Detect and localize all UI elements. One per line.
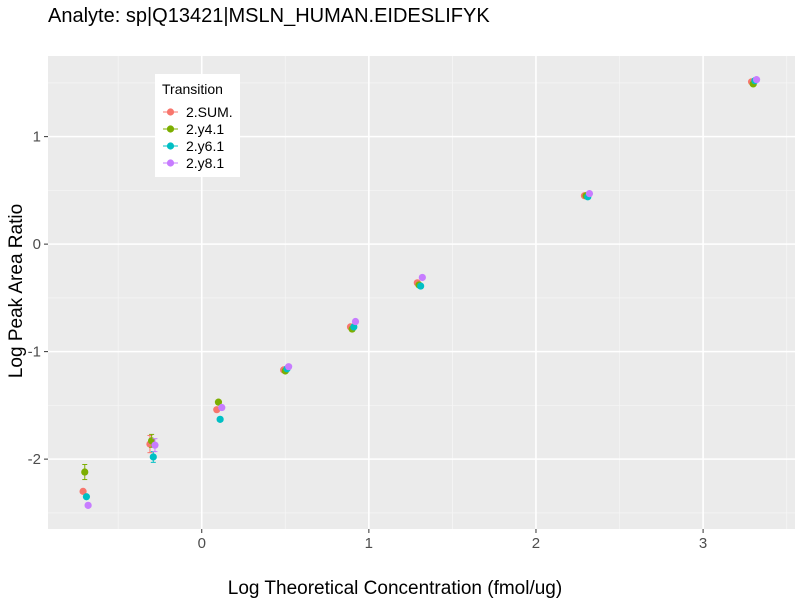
series-3 [84,76,761,509]
data-point [418,273,426,282]
y-tick-label: 0 [33,236,41,253]
x-axis-title: Log Theoretical Concentration (fmol/ug) [228,578,562,599]
data-point [81,468,89,476]
legend-label: 2.y4.1 [186,121,224,137]
legend-key [166,125,175,133]
legend-label: 2.y6.1 [186,138,224,154]
chart-title: Analyte: sp|Q13421|MSLN_HUMAN.EIDESLIFYK [48,5,490,27]
legend: Transition 2.SUM.2.y4.12.y6.12.y8.1 [155,74,240,177]
series-2 [82,77,759,501]
legend-item: 2.SUM. [163,104,233,120]
data-point [214,398,223,406]
data-point [216,415,224,423]
data-point [79,487,87,495]
data-point [417,282,425,290]
x-tick-label: 3 [699,535,707,552]
y-tick-label: -2 [28,451,41,468]
x-axis: 0 1 2 3 [198,529,707,552]
x-tick-label: 0 [198,535,206,552]
legend-key [166,159,175,167]
legend-label: 2.SUM. [186,104,233,120]
legend-key [166,108,175,116]
data-point [285,363,293,371]
data-point [82,493,91,501]
data-point [218,403,226,412]
legend-item: 2.y8.1 [163,155,224,171]
y-axis-title: Log Peak Area Ratio [6,204,27,378]
data-point [151,441,159,449]
data-point [585,190,594,198]
data-point [752,76,761,84]
y-axis: -2 -1 0 1 [28,129,48,468]
legend-item: 2.y6.1 [163,138,224,154]
grid-minor [48,56,795,529]
y-tick-label: 1 [33,129,41,146]
legend-item: 2.y4.1 [163,121,224,137]
data-point [149,453,157,461]
legend-key [166,142,175,150]
data-points [79,76,761,509]
legend-items: 2.SUM.2.y4.12.y6.12.y8.1 [163,104,233,171]
y-tick-label: -1 [28,344,41,361]
data-point [351,317,360,326]
legend-title: Transition [162,81,223,97]
x-tick-label: 1 [365,535,373,552]
data-point [84,501,92,509]
x-tick-label: 2 [532,535,540,552]
legend-label: 2.y8.1 [186,155,224,171]
